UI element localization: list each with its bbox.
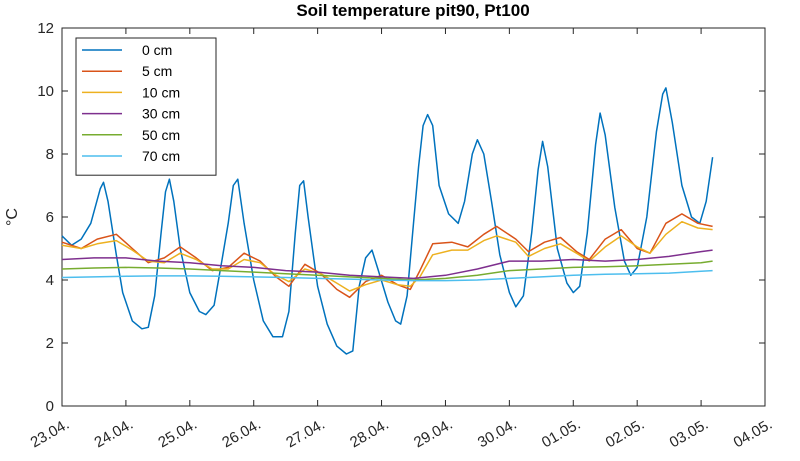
series-line-5-cm bbox=[61, 213, 713, 299]
x-tick-label: 01.05. bbox=[539, 416, 584, 452]
y-tick-label: 6 bbox=[46, 209, 54, 226]
x-tick-label: 04.05. bbox=[731, 416, 776, 452]
x-tick-label: 30.04. bbox=[475, 416, 520, 452]
x-tick-label: 26.04. bbox=[219, 416, 264, 452]
x-tick-label: 02.05. bbox=[603, 416, 648, 452]
series-line-50-cm bbox=[61, 260, 713, 281]
legend-label: 50 cm bbox=[142, 127, 180, 143]
x-tick-label: 28.04. bbox=[347, 416, 392, 452]
legend: 0 cm 5 cm 10 cm 30 cm 50 cm 70 cm bbox=[75, 37, 217, 176]
y-tick-label: 0 bbox=[46, 398, 54, 415]
y-axis: 0 2 4 6 8 10 12 bbox=[37, 20, 765, 415]
legend-label: 10 cm bbox=[142, 84, 180, 100]
series-line-10-cm bbox=[61, 220, 713, 292]
x-tick-label: 25.04. bbox=[155, 416, 200, 452]
series-lines bbox=[61, 87, 714, 355]
legend-label: 30 cm bbox=[142, 106, 180, 122]
legend-label: 70 cm bbox=[142, 148, 180, 164]
series-line-30-cm bbox=[61, 249, 713, 280]
y-tick-label: 2 bbox=[46, 335, 54, 352]
y-tick-label: 8 bbox=[46, 146, 54, 163]
x-tick-label: 29.04. bbox=[411, 416, 456, 452]
x-tick-label: 23.04. bbox=[28, 416, 73, 452]
series-line-0-cm bbox=[61, 87, 714, 355]
series-line-70-cm bbox=[61, 269, 713, 282]
x-tick-label: 03.05. bbox=[667, 416, 712, 452]
chart-title: Soil temperature pit90, Pt100 bbox=[296, 1, 529, 20]
legend-box bbox=[75, 37, 217, 176]
y-axis-label: °C bbox=[4, 208, 21, 226]
x-tick-label: 27.04. bbox=[283, 416, 328, 452]
y-tick-label: 12 bbox=[37, 20, 54, 37]
y-tick-label: 4 bbox=[46, 272, 54, 289]
legend-label: 0 cm bbox=[142, 42, 172, 58]
y-tick-label: 10 bbox=[37, 83, 54, 100]
legend-label: 5 cm bbox=[142, 63, 172, 79]
x-tick-label: 24.04. bbox=[91, 416, 136, 452]
